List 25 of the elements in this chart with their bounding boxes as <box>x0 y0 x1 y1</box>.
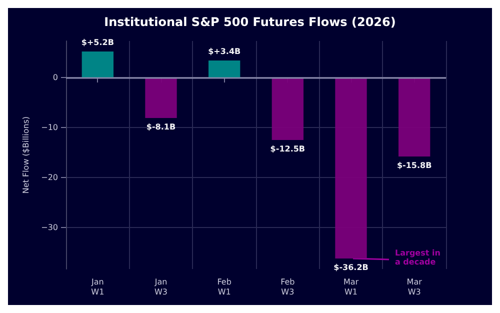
y-tick-label: −20 <box>41 173 58 182</box>
x-tick-label: Feb W1 <box>217 278 232 296</box>
bar <box>398 78 430 156</box>
data-label: $+5.2B <box>81 38 114 47</box>
y-tick-label: −30 <box>41 223 58 232</box>
data-label: $-36.2B <box>334 263 368 272</box>
bar <box>335 78 367 258</box>
chart-title: Institutional S&P 500 Futures Flows (2026) <box>104 15 396 29</box>
y-tick-label: 0 <box>52 73 58 82</box>
data-label: $-8.1B <box>146 122 176 132</box>
bar <box>82 52 114 78</box>
bar <box>272 78 304 140</box>
data-label: $-12.5B <box>270 144 306 154</box>
data-label: $-15.8B <box>396 161 432 170</box>
x-tick-label: Mar W3 <box>406 278 423 296</box>
bar <box>145 78 177 118</box>
y-axis-title: Net Flow ($Billions) <box>22 116 31 194</box>
x-tick-label: Jan W3 <box>154 278 168 296</box>
data-label: $+3.4B <box>208 47 241 56</box>
annotation: Largest in a decade <box>395 248 441 266</box>
y-tick-label: −10 <box>41 123 58 132</box>
bar <box>208 60 240 78</box>
x-tick-label: Jan W1 <box>90 278 104 296</box>
x-tick-label: Mar W1 <box>343 278 360 296</box>
x-tick-label: Feb W3 <box>280 278 295 296</box>
